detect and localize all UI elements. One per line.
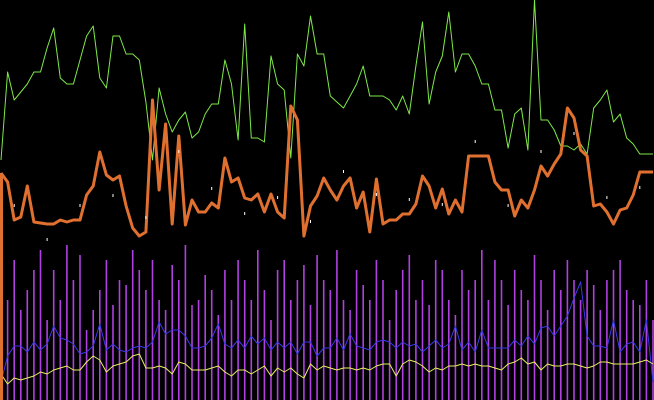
marker (46, 238, 48, 241)
marker (13, 204, 15, 207)
marker (112, 194, 114, 197)
marker (145, 216, 147, 219)
marker (375, 193, 377, 196)
marker (408, 198, 410, 201)
marker (277, 196, 279, 199)
marker (79, 204, 81, 207)
marker (244, 212, 246, 215)
marker (474, 140, 476, 143)
marker (178, 150, 180, 153)
marker (507, 204, 509, 207)
marker (573, 132, 575, 135)
marker (343, 170, 344, 173)
marker (211, 187, 213, 190)
series-line-1 (0, 0, 653, 161)
marker (310, 220, 311, 223)
series-line-3 (0, 281, 654, 383)
marker (639, 186, 641, 189)
marker (606, 196, 608, 199)
series-line-2 (0, 98, 653, 238)
marker-group (13, 132, 641, 241)
series-line-4 (0, 353, 654, 385)
marker (441, 203, 443, 206)
bar-series (0, 245, 654, 400)
marker (540, 150, 542, 153)
